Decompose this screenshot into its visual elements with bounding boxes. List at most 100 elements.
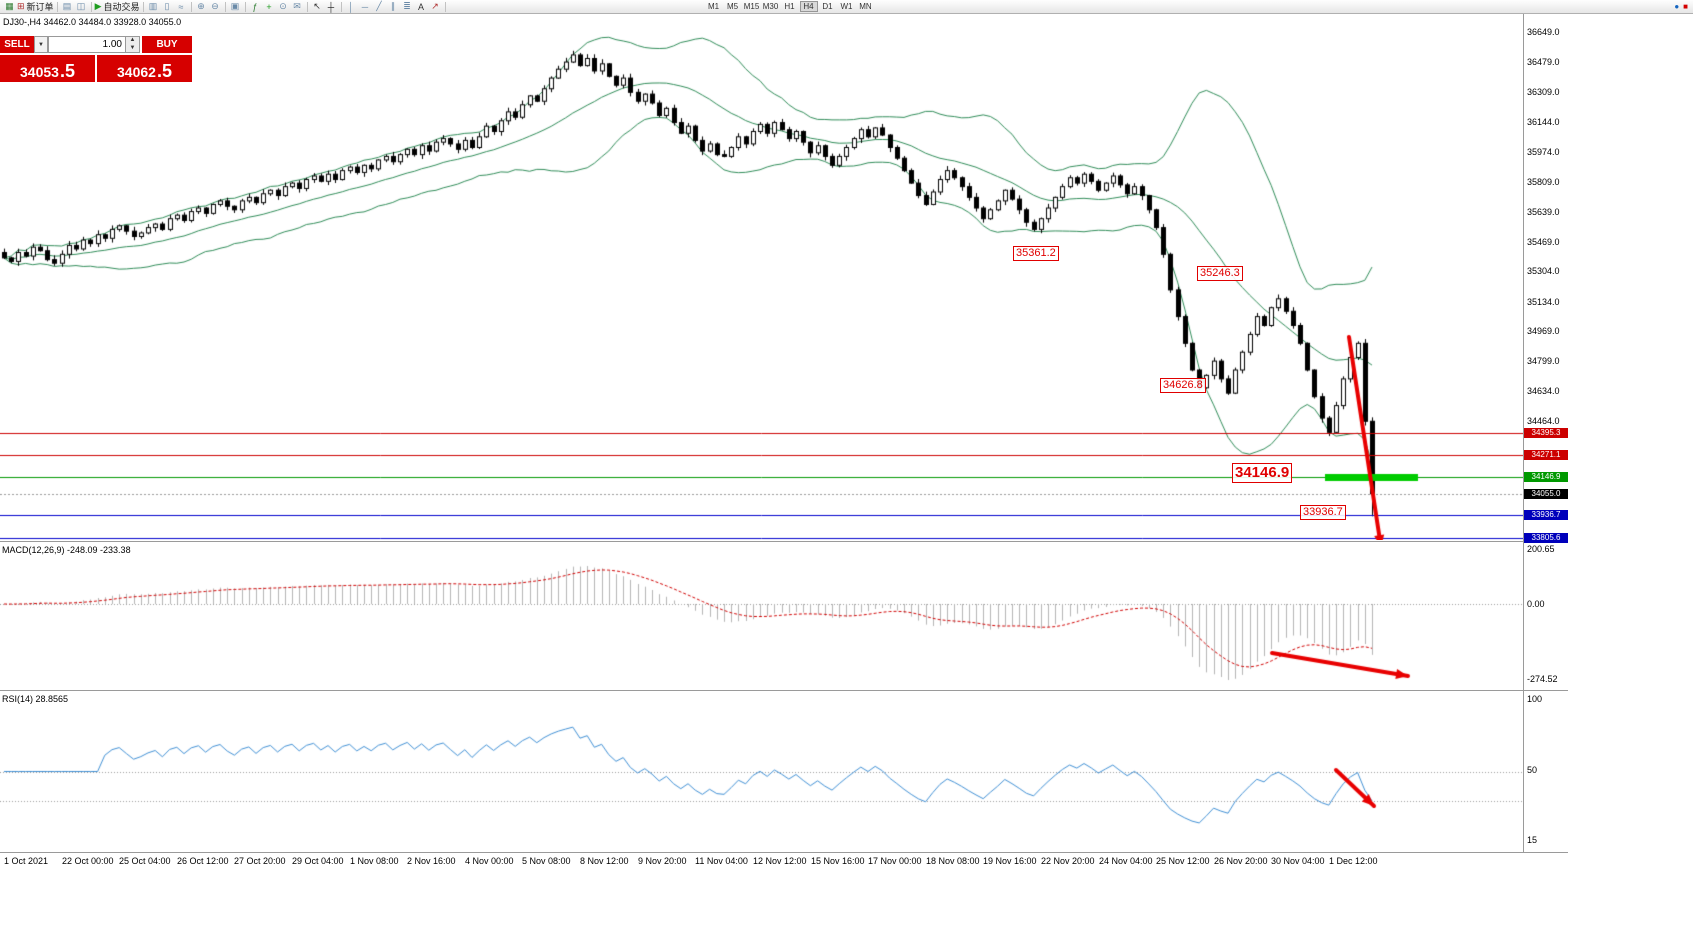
new-order-button[interactable]: ⊞ 新订单 bbox=[17, 1, 54, 13]
time-axis-label: 5 Nov 08:00 bbox=[522, 856, 571, 866]
toolbar-sep bbox=[444, 1, 446, 12]
sell-price-value: 34053 bbox=[20, 64, 59, 80]
price-axis-label: 35809.0 bbox=[1527, 177, 1560, 187]
sell-price-tile[interactable]: 34053.5 bbox=[0, 55, 95, 82]
one-click-trading-panel: SELL ▼ ▲ ▼ BUY 34053.5 34062.5 bbox=[0, 36, 194, 82]
mail-icon: ✉ bbox=[293, 1, 301, 11]
crosshair-icon[interactable]: ┼ bbox=[325, 1, 338, 13]
panel-separator[interactable] bbox=[0, 541, 1568, 542]
time-axis-label: 17 Nov 00:00 bbox=[868, 856, 922, 866]
zoom-in-icon[interactable]: ⊕ bbox=[195, 1, 208, 13]
rsi-canvas[interactable] bbox=[0, 692, 1523, 850]
text-icon[interactable]: A bbox=[415, 1, 428, 13]
charts-grid-icon[interactable]: ◫ bbox=[75, 1, 88, 13]
lot-increment-button[interactable]: ▲ bbox=[126, 37, 139, 45]
toolbar-sep bbox=[142, 1, 144, 12]
price-axis-label: 35639.0 bbox=[1527, 207, 1560, 217]
toolbar: ▦ ⊞ 新订单 ▤ ◫ ▶ 自动交易 ▥ ▯ ≈ ⊕ ⊖ ▣ ƒ + ⊙ ✉ ↖ ┼ │ ─ ╱ ∥ ≣ A ↗ M1 M5 M15 M3… bbox=[0, 0, 1693, 14]
rsi-label: RSI(14) 28.8565 bbox=[2, 694, 69, 704]
indicators-icon[interactable]: ƒ bbox=[249, 1, 262, 13]
time-axis-label: 8 Nov 12:00 bbox=[580, 856, 629, 866]
toolbar-right-icons: ● ■ bbox=[1674, 2, 1690, 11]
add-indicator-icon[interactable]: + bbox=[263, 1, 276, 13]
lot-dropdown-icon[interactable]: ▼ bbox=[34, 36, 48, 53]
profiles-icon: ▤ bbox=[62, 1, 72, 11]
price-axis-label: 34634.0 bbox=[1527, 386, 1560, 396]
macd-canvas[interactable] bbox=[0, 543, 1523, 688]
lot-size-input[interactable] bbox=[49, 37, 125, 52]
toolbar-sep bbox=[224, 1, 226, 12]
zoom-out-icon[interactable]: ⊖ bbox=[209, 1, 222, 13]
new-chart-icon[interactable]: ▦ bbox=[3, 1, 16, 13]
price-axis-label: 36309.0 bbox=[1527, 87, 1560, 97]
price-tag: 33936.7 bbox=[1524, 510, 1568, 520]
bar-chart-icon[interactable]: ▥ bbox=[147, 1, 160, 13]
price-annotation: 34146.9 bbox=[1232, 463, 1293, 483]
price-annotation: 34626.8 bbox=[1160, 378, 1206, 393]
vertical-line-icon[interactable]: │ bbox=[345, 1, 358, 13]
channel-icon[interactable]: ∥ bbox=[387, 1, 400, 13]
price-annotation: 35361.2 bbox=[1013, 246, 1059, 261]
lot-spinner: ▲ ▼ bbox=[125, 37, 139, 52]
new-chart-icon: ▦ bbox=[5, 1, 14, 11]
fibonacci-icon: ≣ bbox=[403, 1, 411, 11]
timeframe-m30[interactable]: M30 bbox=[762, 2, 779, 11]
channel-icon: ∥ bbox=[390, 1, 396, 11]
horizontal-line-icon[interactable]: ─ bbox=[359, 1, 372, 13]
timeframe-m15[interactable]: M15 bbox=[743, 2, 760, 11]
time-axis-label: 22 Oct 00:00 bbox=[62, 856, 114, 866]
sell-button[interactable]: SELL bbox=[0, 36, 34, 53]
cursor-icon[interactable]: ↖ bbox=[311, 1, 324, 13]
toolbar-sep bbox=[244, 1, 246, 12]
price-axis-label: 34969.0 bbox=[1527, 326, 1560, 336]
rsi-axis-label: 100 bbox=[1527, 694, 1543, 704]
trendline-icon[interactable]: ╱ bbox=[373, 1, 386, 13]
line-chart-icon[interactable]: ≈ bbox=[175, 1, 188, 13]
buy-price-tile[interactable]: 34062.5 bbox=[97, 55, 192, 82]
timeframe-m1[interactable]: M1 bbox=[707, 2, 720, 11]
period-icon[interactable]: ⊙ bbox=[277, 1, 290, 13]
time-axis-label: 18 Nov 08:00 bbox=[926, 856, 980, 866]
zoom-in-icon: ⊕ bbox=[197, 1, 205, 11]
buy-price-value: 34062 bbox=[117, 64, 156, 80]
line-chart-icon: ≈ bbox=[178, 1, 184, 12]
macd-axis-label: -274.52 bbox=[1527, 674, 1558, 684]
timeframe-h1[interactable]: H1 bbox=[784, 2, 795, 11]
timeframe-d1[interactable]: D1 bbox=[822, 2, 833, 11]
charts-grid-icon: ◫ bbox=[76, 1, 86, 11]
horizontal-line-icon: ─ bbox=[361, 1, 369, 12]
price-axis-label: 35469.0 bbox=[1527, 237, 1560, 247]
toolbar-sep bbox=[90, 1, 92, 12]
buy-button[interactable]: BUY bbox=[142, 36, 192, 53]
record-icon[interactable]: ■ bbox=[1683, 2, 1688, 11]
timeframe-m5[interactable]: M5 bbox=[726, 2, 739, 11]
text-icon: A bbox=[417, 1, 424, 12]
timeframe-mn[interactable]: MN bbox=[859, 2, 872, 11]
tile-windows-icon[interactable]: ▣ bbox=[229, 1, 242, 13]
time-axis-label: 29 Oct 04:00 bbox=[292, 856, 344, 866]
fibonacci-icon[interactable]: ≣ bbox=[401, 1, 414, 13]
new-order-button: ⊞ bbox=[17, 1, 25, 11]
tile-windows-icon: ▣ bbox=[230, 1, 240, 11]
crosshair-icon: ┼ bbox=[327, 1, 335, 12]
cursor-icon: ↖ bbox=[313, 1, 321, 11]
price-tag: 34146.9 bbox=[1524, 472, 1568, 482]
timeframe-h4[interactable]: H4 bbox=[799, 1, 818, 12]
autotrade-button[interactable]: ▶ 自动交易 bbox=[95, 1, 140, 13]
main-chart-canvas[interactable] bbox=[0, 14, 1523, 540]
price-axis-label: 36479.0 bbox=[1527, 57, 1560, 67]
community-icon[interactable]: ● bbox=[1674, 2, 1680, 11]
time-axis-label: 22 Nov 20:00 bbox=[1041, 856, 1095, 866]
panel-separator[interactable] bbox=[0, 690, 1568, 691]
timeframe-w1[interactable]: W1 bbox=[840, 2, 853, 11]
lot-decrement-button[interactable]: ▼ bbox=[126, 44, 139, 52]
candlestick-icon[interactable]: ▯ bbox=[161, 1, 174, 13]
arrows-tool-icon: ↗ bbox=[431, 1, 439, 11]
arrows-tool-icon[interactable]: ↗ bbox=[429, 1, 442, 13]
chart-window: DJ30-,H4 34462.0 34484.0 33928.0 34055.0… bbox=[0, 14, 1693, 932]
price-axis-label: 35304.0 bbox=[1527, 266, 1560, 276]
toolbar-sep bbox=[56, 1, 58, 12]
bar-chart-icon: ▥ bbox=[148, 1, 158, 11]
profiles-icon[interactable]: ▤ bbox=[61, 1, 74, 13]
mail-icon[interactable]: ✉ bbox=[291, 1, 304, 13]
